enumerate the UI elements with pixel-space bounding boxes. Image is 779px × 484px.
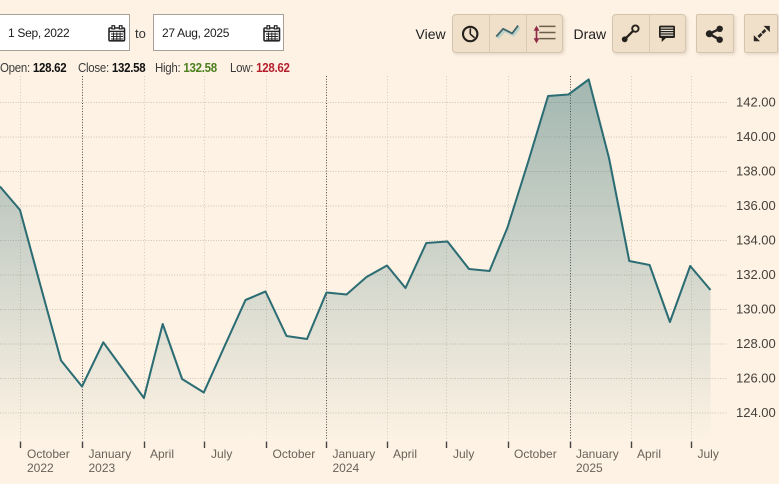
svg-text:126.00: 126.00 xyxy=(736,371,776,386)
svg-text:January: January xyxy=(333,447,376,461)
svg-text:132.00: 132.00 xyxy=(736,267,776,282)
svg-text:October: October xyxy=(27,447,70,461)
svg-text:October: October xyxy=(514,447,557,461)
svg-text:July: July xyxy=(211,447,232,461)
svg-text:140.00: 140.00 xyxy=(736,129,776,144)
svg-text:142.00: 142.00 xyxy=(736,95,776,110)
svg-text:April: April xyxy=(637,447,661,461)
svg-text:138.00: 138.00 xyxy=(736,164,776,179)
svg-text:128.00: 128.00 xyxy=(736,336,776,351)
svg-text:2025: 2025 xyxy=(576,461,603,475)
svg-text:2023: 2023 xyxy=(89,461,116,475)
svg-text:2022: 2022 xyxy=(27,461,54,475)
svg-text:124.00: 124.00 xyxy=(736,405,776,420)
svg-text:January: January xyxy=(89,447,132,461)
svg-text:134.00: 134.00 xyxy=(736,233,776,248)
svg-text:October: October xyxy=(273,447,316,461)
svg-text:April: April xyxy=(150,447,174,461)
svg-text:April: April xyxy=(393,447,417,461)
svg-text:130.00: 130.00 xyxy=(736,302,776,317)
svg-text:July: July xyxy=(698,447,719,461)
svg-text:136.00: 136.00 xyxy=(736,198,776,213)
svg-text:January: January xyxy=(576,447,619,461)
svg-text:2024: 2024 xyxy=(333,461,360,475)
svg-text:July: July xyxy=(453,447,474,461)
